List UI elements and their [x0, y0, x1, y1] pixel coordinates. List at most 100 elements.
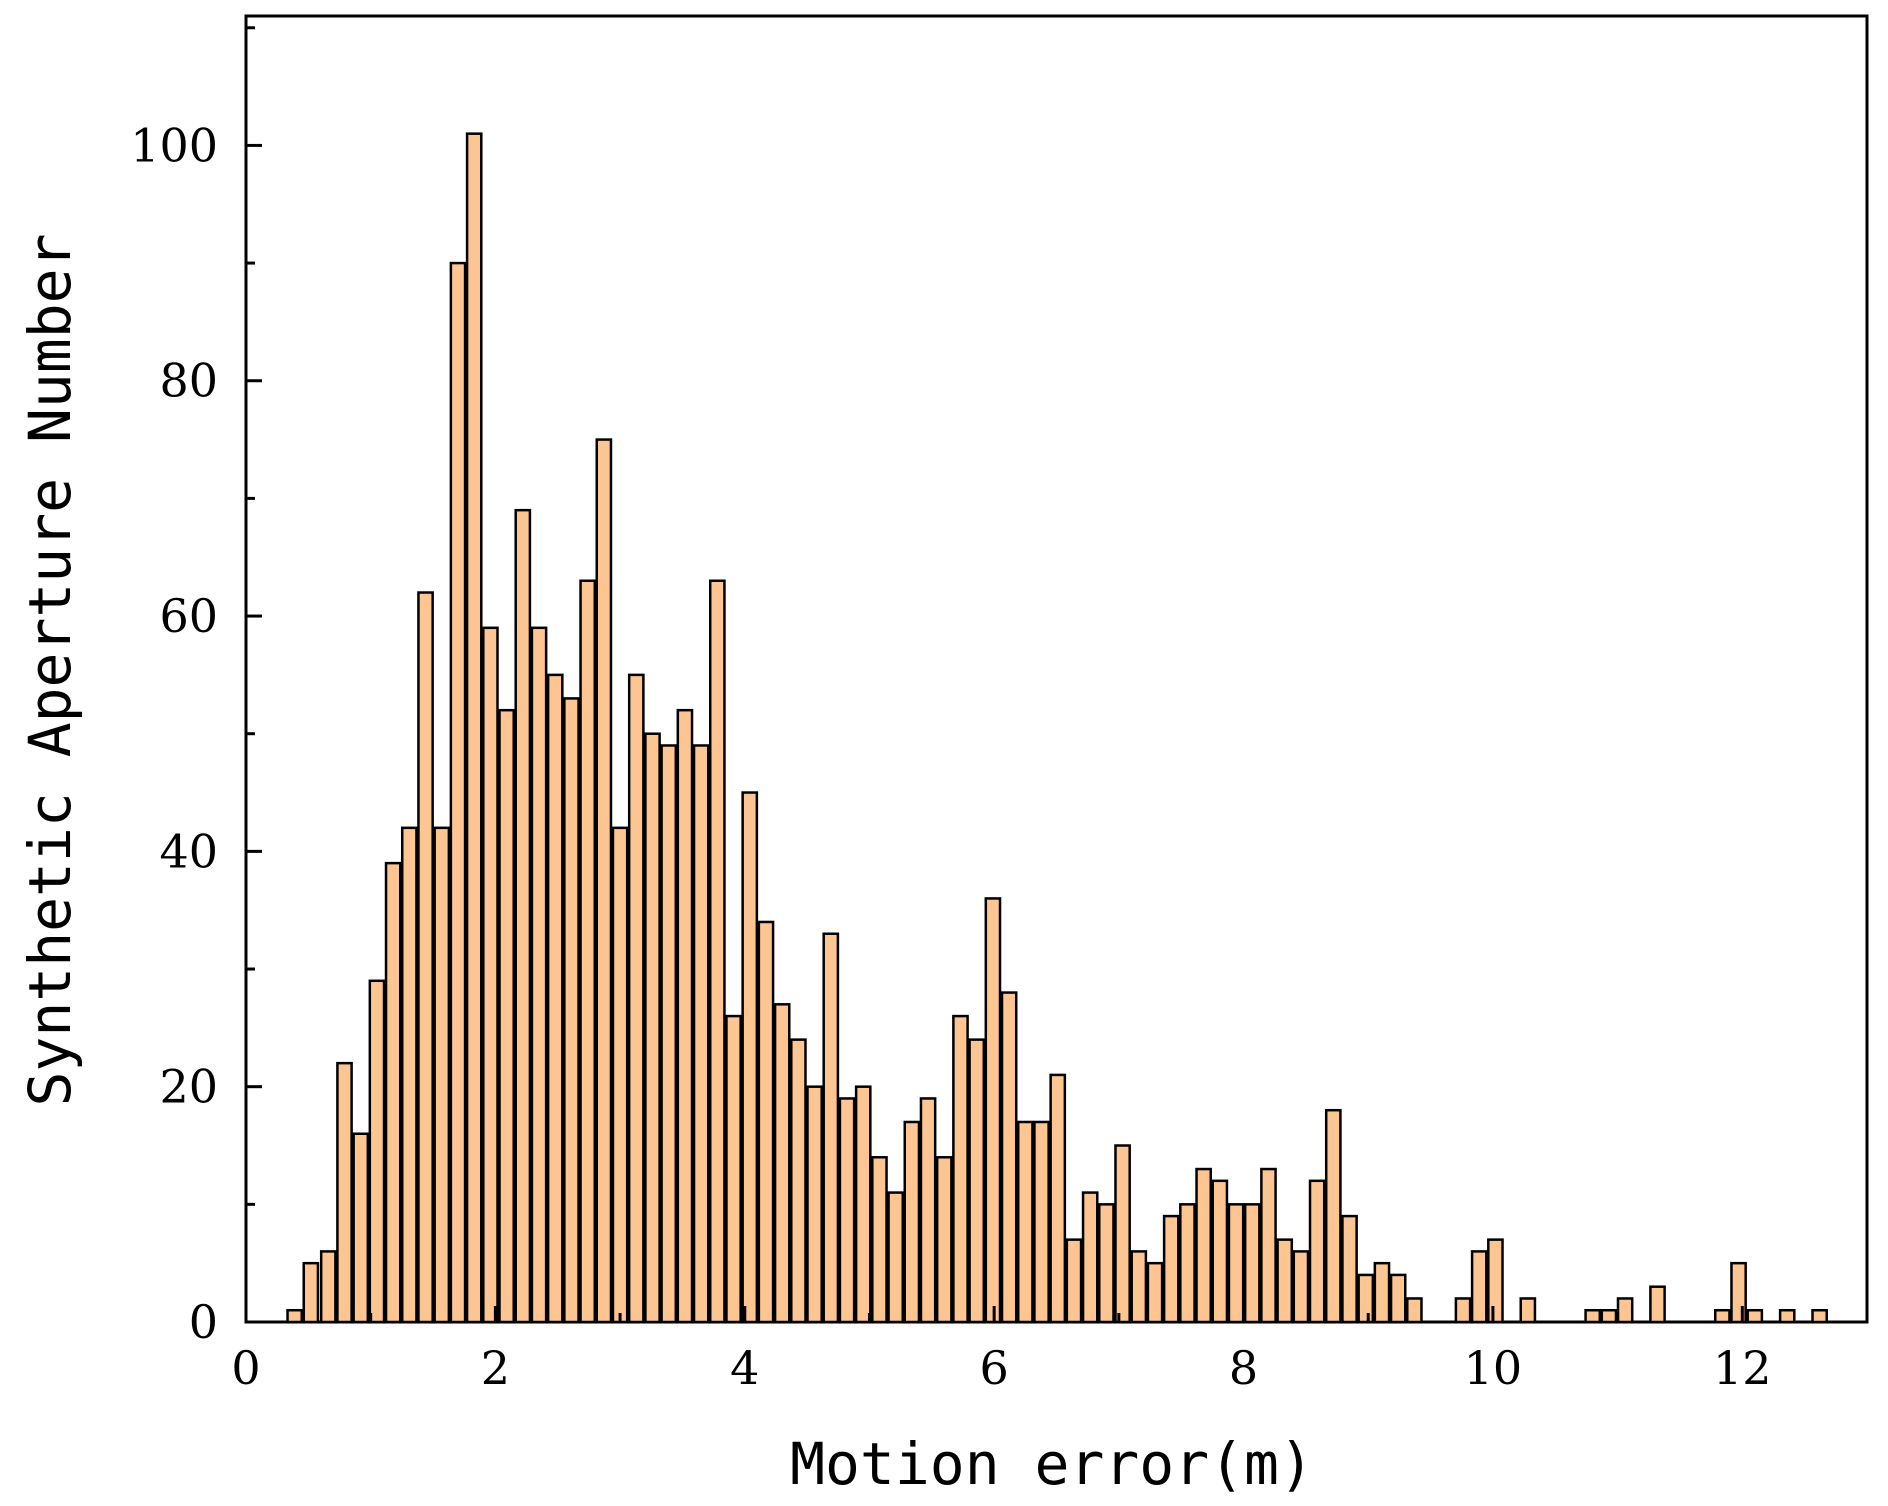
histogram-bar — [302, 1261, 320, 1324]
y-axis-title: Synthetic Aperture Number — [16, 234, 84, 1107]
histogram-bar — [1000, 991, 1018, 1324]
histogram-bar — [1292, 1250, 1310, 1324]
y-tick-label: 20 — [159, 1060, 218, 1114]
histogram-bar — [1519, 1297, 1537, 1324]
histogram-bar — [384, 861, 402, 1324]
histogram-bar — [984, 897, 1002, 1324]
histogram-bar — [1357, 1273, 1375, 1324]
histogram-bar — [368, 979, 386, 1324]
histogram-bar — [1373, 1261, 1391, 1324]
x-tick-label: 12 — [1713, 1341, 1772, 1395]
histogram-bar — [482, 626, 499, 1324]
histogram-bar — [1114, 1144, 1131, 1324]
x-tick-label: 8 — [1229, 1341, 1258, 1395]
histogram-bar — [1130, 1250, 1148, 1324]
histogram-bar — [595, 438, 613, 1324]
histogram-bar — [1778, 1308, 1796, 1324]
histogram-bar — [1616, 1297, 1634, 1324]
histogram-bar — [1406, 1297, 1423, 1324]
histogram-bar — [1389, 1273, 1407, 1324]
histogram-bar — [611, 826, 629, 1324]
histogram-bar — [887, 1191, 905, 1324]
histogram-bar — [1470, 1250, 1488, 1324]
y-tick-label: 60 — [159, 589, 218, 643]
x-axis-title: Motion error(m) — [790, 1430, 1314, 1498]
histogram-bar — [1065, 1238, 1083, 1324]
histogram-bar — [1243, 1203, 1261, 1324]
histogram-bar — [757, 920, 775, 1324]
histogram-bar — [514, 508, 532, 1324]
histogram-bar — [546, 673, 564, 1324]
histogram-bar — [1179, 1203, 1196, 1324]
x-tick-label: 10 — [1464, 1341, 1523, 1395]
histogram-bar — [433, 826, 451, 1324]
histogram-bar — [1324, 1108, 1342, 1324]
x-tick-label: 4 — [730, 1341, 759, 1395]
histogram-bar — [660, 744, 678, 1324]
x-tick-label: 0 — [231, 1341, 260, 1395]
ticks-group: 0 2 4 6 8 10 12 0 20 40 60 80 100 — [130, 26, 1772, 1395]
histogram-bar — [336, 1061, 353, 1324]
histogram-bar — [319, 1250, 337, 1324]
histogram-bar — [1308, 1179, 1326, 1324]
histogram-bar — [692, 744, 710, 1324]
histogram-bar — [352, 1132, 370, 1324]
x-tick-label: 6 — [980, 1341, 1009, 1395]
x-tick-label: 2 — [481, 1341, 510, 1395]
histogram-bar — [708, 579, 726, 1324]
histogram-bar — [1033, 1120, 1050, 1324]
histogram-bar — [1081, 1191, 1099, 1324]
histogram-bar — [1746, 1308, 1764, 1324]
histogram-bar — [1098, 1203, 1115, 1324]
histogram-bar — [1584, 1308, 1602, 1324]
histogram-bar — [806, 1085, 823, 1324]
histogram-bar — [627, 673, 645, 1324]
histogram-bar — [1811, 1308, 1828, 1324]
histogram-bar — [449, 261, 467, 1324]
histogram-bar — [1016, 1120, 1034, 1324]
histogram-bar — [773, 1003, 791, 1324]
histogram-bar — [1454, 1297, 1472, 1324]
histogram-bar — [1146, 1261, 1164, 1324]
histogram-bar — [563, 697, 580, 1324]
histogram-bar — [952, 1014, 969, 1324]
histogram-bar — [741, 791, 759, 1324]
histogram-bar — [1195, 1167, 1212, 1324]
histogram-bar — [1714, 1308, 1731, 1324]
histogram-bar — [579, 579, 597, 1324]
y-tick-label: 100 — [130, 118, 218, 172]
bars-group — [286, 132, 1828, 1324]
histogram-bar — [1049, 1073, 1067, 1324]
histogram-bar — [790, 1038, 807, 1324]
histogram-bar — [1600, 1308, 1618, 1324]
histogram-bar — [286, 1308, 303, 1324]
histogram-bar — [1211, 1179, 1229, 1324]
histogram-bar — [903, 1120, 921, 1324]
histogram-bar — [1162, 1214, 1180, 1324]
histogram-bar — [465, 132, 483, 1324]
histogram-bar — [854, 1085, 872, 1324]
histogram-bar — [530, 626, 548, 1324]
histogram-bar — [935, 1156, 953, 1324]
histogram-bar — [725, 1014, 742, 1324]
histogram-bar — [417, 591, 434, 1324]
histogram-bar — [1649, 1285, 1666, 1324]
histogram-bar — [676, 708, 694, 1324]
y-tick-label: 0 — [189, 1295, 218, 1349]
histogram-bar — [1341, 1214, 1358, 1324]
histogram-bar — [919, 1097, 937, 1324]
y-tick-label: 40 — [159, 824, 218, 878]
histogram-bar — [871, 1156, 888, 1324]
histogram-bar — [498, 708, 515, 1324]
histogram-bar — [400, 826, 418, 1324]
histogram-bar — [822, 932, 840, 1324]
histogram-bar — [838, 1097, 856, 1324]
histogram-bar — [644, 732, 661, 1324]
y-tick-label: 80 — [159, 354, 218, 408]
histogram-bar — [1487, 1238, 1504, 1324]
histogram-bar — [1276, 1238, 1294, 1324]
histogram-bar — [968, 1038, 986, 1324]
histogram-bar — [1227, 1203, 1245, 1324]
histogram-bar — [1260, 1167, 1277, 1324]
